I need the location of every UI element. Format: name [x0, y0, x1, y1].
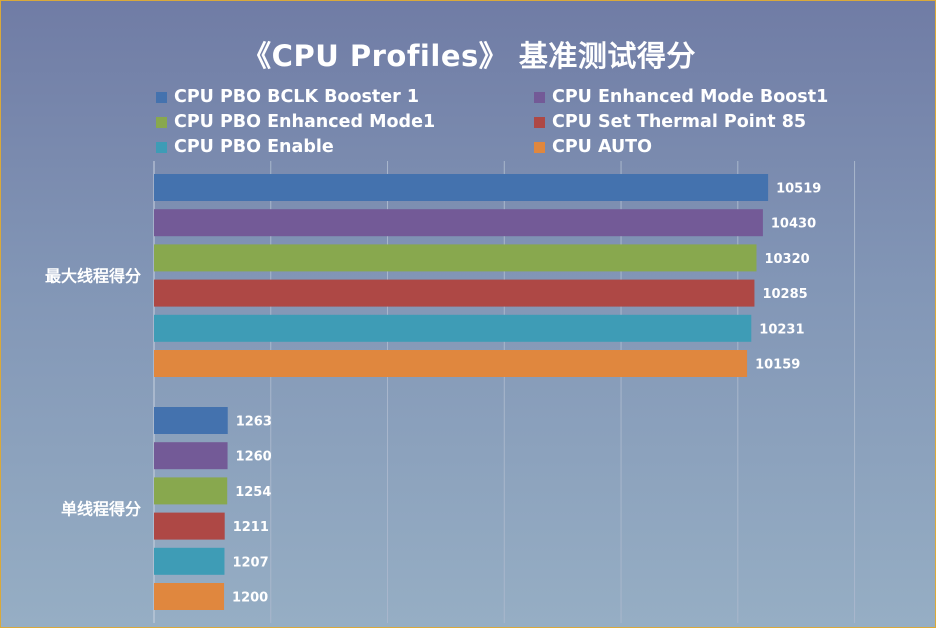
legend-swatch — [156, 116, 167, 128]
legend-label: CPU Enhanced Mode Boost1 — [552, 87, 829, 107]
bar — [154, 407, 228, 434]
legend-label: CPU Set Thermal Point 85 — [552, 112, 807, 132]
bar-value-label: 10430 — [771, 217, 816, 232]
bar — [154, 174, 769, 201]
bar-value-label: 10320 — [764, 252, 809, 267]
bar-value-label: 1260 — [236, 450, 272, 465]
bar — [154, 477, 228, 505]
bar-value-label: 1263 — [236, 415, 272, 430]
bar-value-label: 10285 — [762, 287, 807, 302]
legend-item: CPU PBO Enable — [156, 136, 334, 158]
bar — [154, 583, 225, 610]
bar-value-label: 1200 — [232, 591, 268, 606]
bar — [154, 547, 225, 575]
legend-label: CPU PBO Enhanced Mode1 — [174, 112, 436, 132]
category-label: 单线程得分 — [61, 500, 141, 519]
legend-swatch — [534, 116, 545, 128]
legend-swatch — [534, 141, 545, 153]
bar — [154, 350, 748, 377]
bar-value-label: 10519 — [776, 182, 821, 197]
chart-title: 《CPU Profiles》 基准测试得分 — [242, 39, 696, 73]
bar — [154, 314, 752, 342]
legend-label: CPU AUTO — [552, 137, 653, 157]
bar — [154, 279, 755, 307]
bar-value-label: 10231 — [759, 322, 804, 337]
legend-item: CPU PBO Enhanced Mode1 — [156, 111, 435, 133]
legend-label: CPU PBO Enable — [174, 137, 334, 157]
bar-value-label: 1211 — [233, 520, 269, 535]
bar — [154, 244, 757, 272]
bar — [154, 209, 763, 237]
legend-item: CPU AUTO — [534, 136, 652, 158]
legend-swatch — [534, 91, 545, 103]
bar — [154, 512, 225, 540]
bar — [154, 442, 228, 470]
legend-item: CPU PBO BCLK Booster 1 — [156, 86, 419, 108]
bar-value-label: 10159 — [755, 358, 800, 373]
category-label: 最大线程得分 — [45, 267, 141, 286]
legend-swatch — [156, 141, 167, 153]
bar-value-label: 1254 — [235, 485, 271, 500]
legend-swatch — [156, 91, 167, 103]
bar-value-label: 1207 — [232, 555, 268, 570]
legend-label: CPU PBO BCLK Booster 1 — [174, 87, 420, 107]
legend-item: CPU Set Thermal Point 85 — [534, 111, 806, 133]
legend-item: CPU Enhanced Mode Boost1 — [534, 86, 828, 108]
